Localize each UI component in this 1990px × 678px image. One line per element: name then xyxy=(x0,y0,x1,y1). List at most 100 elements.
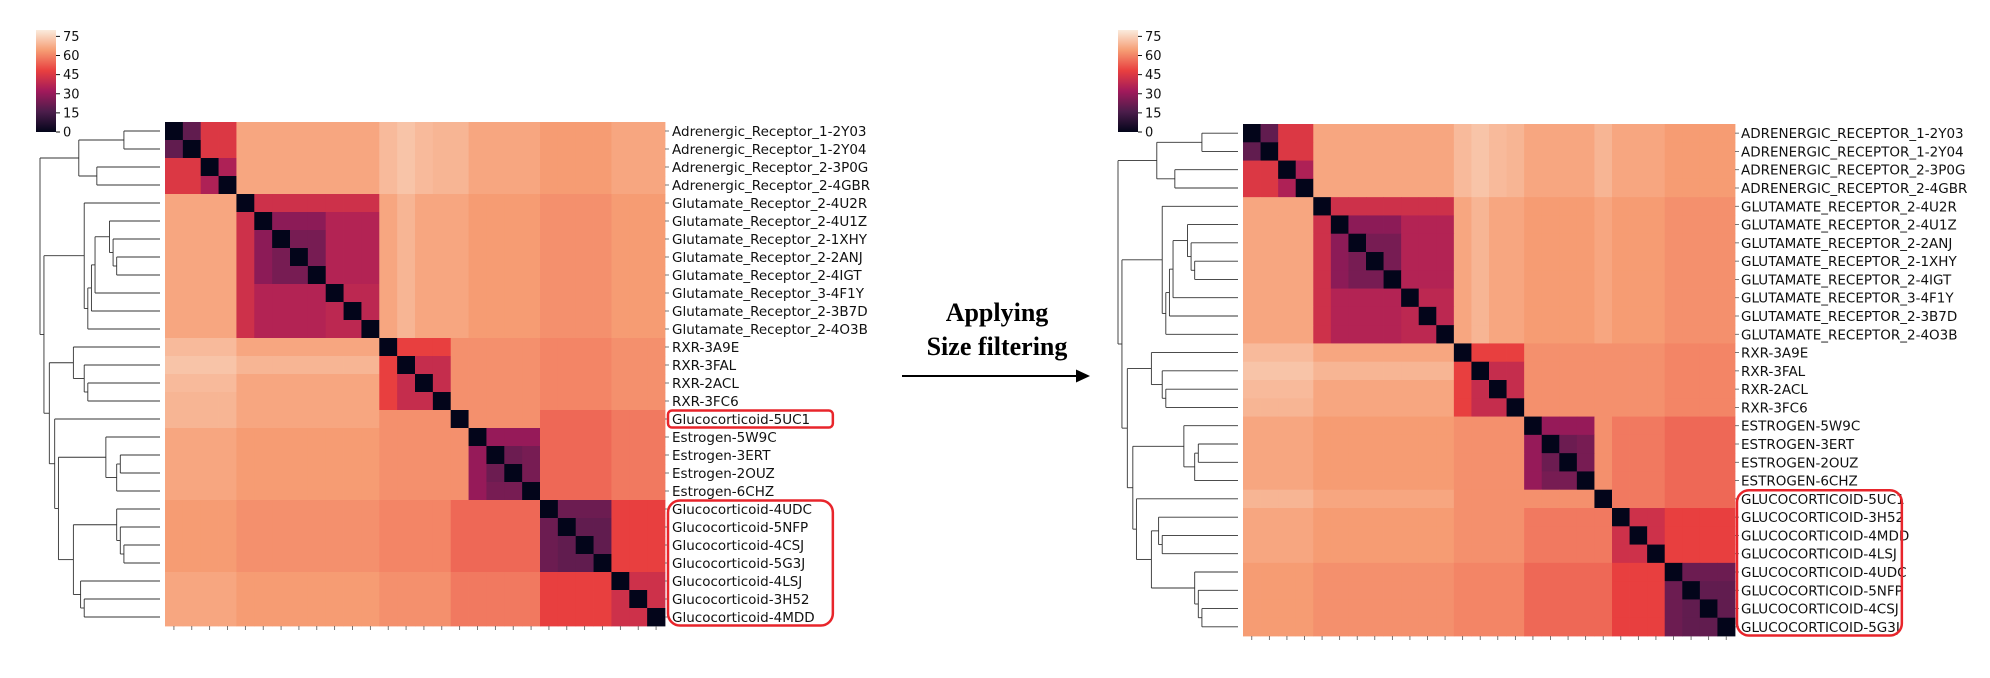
heatmap-cell xyxy=(1278,160,1297,180)
heatmap-cell xyxy=(540,554,559,573)
heatmap-cell xyxy=(557,374,577,393)
heatmap-cell xyxy=(504,446,523,465)
heatmap-cell xyxy=(1594,178,1613,198)
heatmap-cell xyxy=(1647,124,1666,143)
heatmap-cell xyxy=(1471,215,1490,235)
row-label: GLUCOCORTICOID-4LSJ xyxy=(1741,547,1897,563)
heatmap-cell xyxy=(1366,544,1384,564)
heatmap-cell xyxy=(611,212,630,231)
heatmap-cell xyxy=(1278,617,1297,637)
heatmap-cell xyxy=(1594,288,1613,308)
heatmap-cell xyxy=(165,356,184,375)
heatmap-cell xyxy=(504,554,523,573)
heatmap-cell xyxy=(415,176,434,195)
heatmap-cell xyxy=(1664,489,1683,509)
heatmap-cell xyxy=(272,500,291,519)
heatmap-cell xyxy=(540,176,559,195)
heatmap-cell xyxy=(1243,544,1261,564)
heatmap-cell xyxy=(1664,325,1683,344)
colorbar-tick-label: 30 xyxy=(63,87,80,102)
row-label: GLUTAMATE_RECEPTOR_2-4U2R xyxy=(1741,199,1957,215)
row-label: Glucocorticoid-5NFP xyxy=(672,520,808,536)
heatmap-cell xyxy=(468,266,487,285)
heatmap-cell xyxy=(1612,306,1630,326)
heatmap-cell xyxy=(1541,617,1560,637)
heatmap-cell xyxy=(1576,361,1595,381)
heatmap-cell xyxy=(1489,508,1507,527)
heatmap-cell xyxy=(486,266,505,285)
heatmap-cell xyxy=(1418,398,1437,417)
heatmap-cell xyxy=(1278,489,1297,509)
heatmap-cell xyxy=(647,374,666,393)
heatmap-cell xyxy=(415,158,434,177)
heatmap-cell xyxy=(1383,617,1402,637)
heatmap-cell xyxy=(1348,178,1367,198)
heatmap-cell xyxy=(1260,197,1279,216)
heatmap-cell xyxy=(1436,562,1455,582)
heatmap-cell xyxy=(165,590,184,609)
heatmap-cell xyxy=(468,464,487,483)
heatmap-cell xyxy=(1330,124,1349,143)
heatmap-cell xyxy=(254,446,273,465)
heatmap-cell xyxy=(629,266,648,285)
heatmap-cell xyxy=(1506,434,1525,454)
heatmap-cell xyxy=(307,572,327,591)
heatmap-cell xyxy=(504,536,523,555)
heatmap-cell xyxy=(1383,325,1402,344)
heatmap-cell xyxy=(1717,508,1736,527)
heatmap-cell xyxy=(1436,434,1455,454)
heatmap-cell xyxy=(1612,160,1630,180)
heatmap-cell xyxy=(1348,599,1367,619)
heatmap-cell xyxy=(1418,343,1437,363)
colorbar-tick-label: 0 xyxy=(1145,126,1153,141)
heatmap-cell xyxy=(593,608,612,627)
heatmap-cell xyxy=(611,590,630,609)
heatmap-cell xyxy=(200,320,219,339)
heatmap-cell xyxy=(1313,544,1332,564)
heatmap-cell xyxy=(611,428,630,447)
heatmap-cell xyxy=(182,230,202,249)
heatmap-cell xyxy=(450,158,469,177)
heatmap-cell xyxy=(468,158,487,177)
heatmap-cell xyxy=(1243,124,1261,143)
heatmap-cell xyxy=(1243,416,1261,436)
heatmap-cell xyxy=(1295,361,1314,381)
heatmap-cell xyxy=(290,302,309,321)
heatmap-cell xyxy=(1330,526,1349,545)
heatmap-cell xyxy=(1699,197,1718,216)
heatmap-cell xyxy=(1489,581,1507,600)
heatmap-cell xyxy=(1541,197,1560,216)
heatmap-cell xyxy=(272,446,291,465)
heatmap-cell xyxy=(647,500,666,519)
heatmap-cell xyxy=(1717,453,1736,472)
heatmap-cell xyxy=(182,140,202,159)
heatmap-cell xyxy=(1559,343,1578,363)
heatmap-cell xyxy=(1278,453,1297,472)
heatmap-cell xyxy=(1348,252,1367,271)
heatmap-cell xyxy=(1576,124,1595,143)
heatmap-cell xyxy=(557,518,577,537)
heatmap-cell xyxy=(1629,544,1648,564)
heatmap-cell xyxy=(1295,160,1314,180)
heatmap-cell xyxy=(1647,526,1666,545)
heatmap-cell xyxy=(540,446,559,465)
heatmap-cell xyxy=(218,464,237,483)
heatmap-cell xyxy=(182,176,202,195)
heatmap-cell xyxy=(1453,453,1472,472)
heatmap-cell xyxy=(1330,215,1349,235)
heatmap-cell xyxy=(1594,617,1613,637)
heatmap-cell xyxy=(165,446,184,465)
heatmap-cell xyxy=(325,518,344,537)
heatmap-cell xyxy=(236,464,255,483)
heatmap-cell xyxy=(1401,508,1420,527)
heatmap-cell xyxy=(1383,288,1402,308)
heatmap-cell xyxy=(540,374,559,393)
heatmap-cell xyxy=(165,482,184,501)
heatmap-cell xyxy=(593,158,612,177)
heatmap-cell xyxy=(611,230,630,249)
heatmap-cell xyxy=(647,410,666,429)
heatmap-cell xyxy=(397,410,416,429)
heatmap-cell xyxy=(575,536,594,555)
heatmap-cell xyxy=(1260,380,1279,399)
heatmap-cell xyxy=(1383,508,1402,527)
